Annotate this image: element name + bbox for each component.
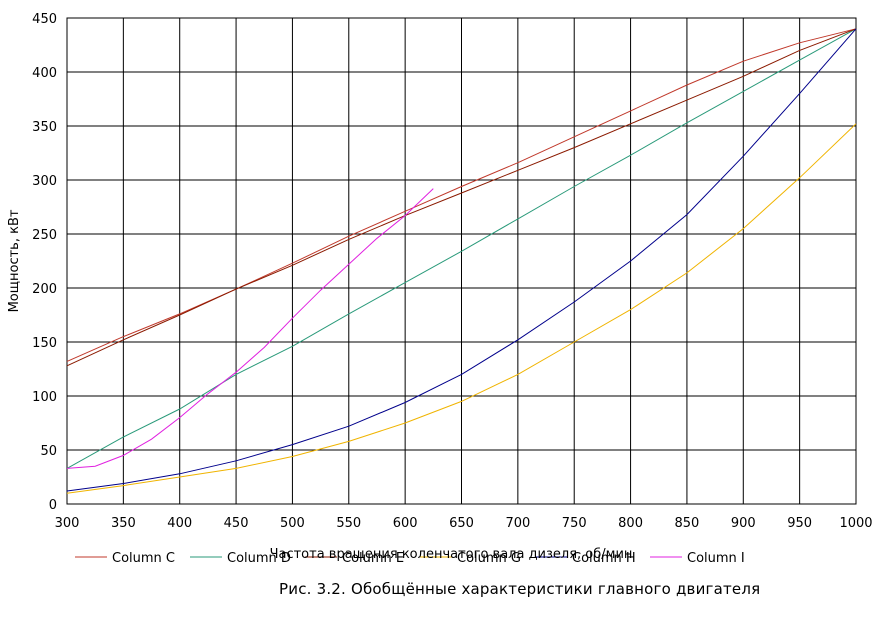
y-tick-label: 450	[32, 12, 57, 27]
x-tick-label: 700	[505, 516, 530, 531]
x-tick-label: 350	[111, 516, 136, 531]
x-tick-labels: 300 350 400 450 500 550 600 650 700 750 800 850 900 9…	[55, 516, 873, 531]
legend-label: Column D	[227, 551, 291, 566]
legend-label: Column G	[457, 551, 521, 566]
y-tick-label: 150	[32, 336, 57, 351]
y-tick-label: 250	[32, 228, 57, 243]
x-tick-label: 550	[336, 516, 361, 531]
x-axis-title: Частота вращения коленчатого вала дизеля…	[270, 547, 633, 562]
legend: Column C Column D Column E Column G Column H…	[75, 551, 745, 566]
series-line-column-c	[66, 28, 857, 362]
x-tick-label: 400	[167, 516, 192, 531]
x-tick-label: 1000	[839, 516, 872, 531]
y-tick-label: 350	[32, 120, 57, 135]
series-line-column-g	[66, 123, 857, 494]
y-tick-label: 300	[32, 174, 57, 189]
x-tick-label: 850	[675, 516, 700, 531]
series-line-column-h	[66, 28, 857, 492]
series-line-column-d	[66, 28, 857, 469]
legend-label: Column I	[687, 551, 745, 566]
x-tick-label: 450	[224, 516, 249, 531]
legend-label: Column H	[572, 551, 636, 566]
y-tick-label: 200	[32, 282, 57, 297]
figure-caption: Рис. 3.2. Обобщённые характеристики глав…	[279, 580, 761, 598]
y-tick-label: 400	[32, 66, 57, 81]
x-tick-label: 500	[280, 516, 305, 531]
y-tick-label: 0	[49, 498, 57, 513]
y-tick-labels: 0 50 100 150 200 250 300 350 400 450	[32, 12, 57, 513]
series-lines	[66, 28, 857, 494]
x-tick-label: 950	[787, 516, 812, 531]
x-tick-label: 750	[562, 516, 587, 531]
y-tick-label: 100	[32, 390, 57, 405]
x-tick-label: 600	[393, 516, 418, 531]
series-line-column-e	[66, 28, 857, 367]
y-tick-label: 50	[40, 444, 57, 459]
x-tick-label: 300	[55, 516, 80, 531]
legend-label: Column C	[112, 551, 175, 566]
legend-label: Column E	[342, 551, 404, 566]
series-line-column-i	[66, 188, 434, 469]
x-tick-label: 650	[449, 516, 474, 531]
y-axis-title: Мощность, кВт	[7, 209, 22, 312]
x-tick-label: 800	[618, 516, 643, 531]
x-tick-label: 900	[731, 516, 756, 531]
